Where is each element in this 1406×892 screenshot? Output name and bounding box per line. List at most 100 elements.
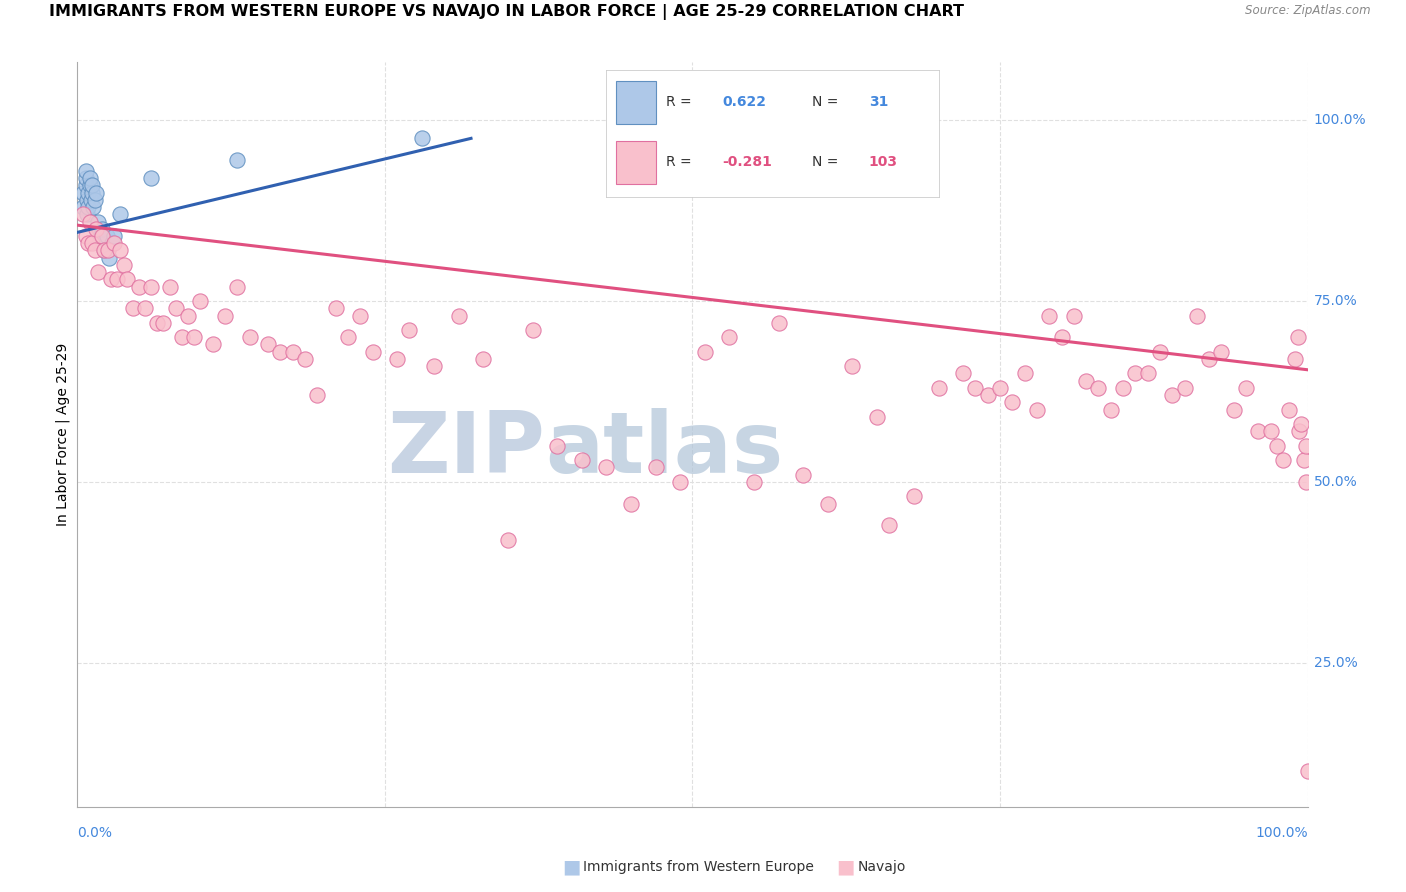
Point xyxy=(77,186,100,200)
Point xyxy=(86,221,108,235)
Point xyxy=(1136,367,1159,381)
Point xyxy=(72,186,94,200)
Point xyxy=(170,330,193,344)
Point xyxy=(952,367,974,381)
Point xyxy=(571,453,593,467)
Point xyxy=(80,193,103,207)
Point xyxy=(90,229,112,244)
Point xyxy=(879,518,901,533)
Point xyxy=(1295,475,1317,489)
Point xyxy=(965,381,987,395)
Text: 50.0%: 50.0% xyxy=(1313,475,1357,489)
Point xyxy=(82,236,104,251)
Point xyxy=(792,467,814,482)
Point xyxy=(693,344,716,359)
Text: ■: ■ xyxy=(562,857,581,877)
Point xyxy=(1211,344,1233,359)
Point xyxy=(1198,351,1220,366)
Point xyxy=(90,229,114,244)
Point xyxy=(294,351,316,366)
Point xyxy=(75,164,97,178)
Point xyxy=(1296,764,1319,778)
Point xyxy=(112,258,135,272)
Point xyxy=(1050,330,1073,344)
Point xyxy=(447,309,470,323)
Point xyxy=(76,193,98,207)
Point xyxy=(75,171,97,186)
Point xyxy=(103,229,125,244)
Point xyxy=(152,316,174,330)
Point xyxy=(75,229,97,244)
Point xyxy=(257,337,280,351)
Point xyxy=(1063,309,1085,323)
Point xyxy=(522,323,544,337)
Point xyxy=(1076,374,1098,388)
Point xyxy=(307,388,329,402)
Point xyxy=(79,171,101,186)
Point xyxy=(1278,402,1301,417)
Text: 25.0%: 25.0% xyxy=(1313,656,1357,670)
Point xyxy=(101,236,124,251)
Point xyxy=(82,200,104,214)
Point xyxy=(100,272,122,286)
Point xyxy=(72,200,94,214)
Point xyxy=(1272,453,1295,467)
Point xyxy=(226,279,249,293)
Point xyxy=(281,344,304,359)
Point xyxy=(141,279,163,293)
Point xyxy=(165,301,187,316)
Point xyxy=(1295,439,1317,453)
Point xyxy=(398,323,420,337)
Point xyxy=(866,409,889,424)
Point xyxy=(1291,417,1313,431)
Point xyxy=(1038,309,1060,323)
Point xyxy=(1260,424,1282,438)
Point xyxy=(644,460,666,475)
Point xyxy=(128,279,150,293)
Point xyxy=(1292,453,1315,467)
Point xyxy=(93,244,115,258)
Point xyxy=(1185,309,1208,323)
Point xyxy=(1149,344,1171,359)
Point xyxy=(1099,402,1122,417)
Point xyxy=(75,178,97,193)
Point xyxy=(269,344,291,359)
Point xyxy=(1284,351,1306,366)
Point xyxy=(620,497,643,511)
Text: Immigrants from Western Europe: Immigrants from Western Europe xyxy=(583,860,814,874)
Point xyxy=(349,309,371,323)
Point xyxy=(988,381,1011,395)
Point xyxy=(1026,402,1049,417)
Text: ■: ■ xyxy=(837,857,855,877)
Text: IMMIGRANTS FROM WESTERN EUROPE VS NAVAJO IN LABOR FORCE | AGE 25-29 CORRELATION : IMMIGRANTS FROM WESTERN EUROPE VS NAVAJO… xyxy=(49,4,965,21)
Point xyxy=(84,221,107,235)
Point xyxy=(669,475,692,489)
Point xyxy=(841,359,863,373)
Point xyxy=(1288,424,1310,438)
Point xyxy=(546,439,568,453)
Point xyxy=(1247,424,1270,438)
Point xyxy=(83,193,105,207)
Point xyxy=(423,359,446,373)
Text: atlas: atlas xyxy=(546,409,783,491)
Point xyxy=(411,131,433,145)
Point xyxy=(595,460,617,475)
Point xyxy=(96,229,118,244)
Point xyxy=(115,272,138,286)
Point xyxy=(87,265,110,279)
Point xyxy=(177,309,200,323)
Point xyxy=(77,200,100,214)
Point xyxy=(183,330,205,344)
Point xyxy=(98,251,121,265)
Point xyxy=(718,330,741,344)
Point xyxy=(385,351,409,366)
Point xyxy=(72,207,94,221)
Point xyxy=(93,244,115,258)
Point xyxy=(89,236,111,251)
Point xyxy=(361,344,384,359)
Text: 0.0%: 0.0% xyxy=(77,826,112,840)
Point xyxy=(121,301,143,316)
Point xyxy=(1014,367,1036,381)
Point xyxy=(141,171,163,186)
Point xyxy=(1125,367,1147,381)
